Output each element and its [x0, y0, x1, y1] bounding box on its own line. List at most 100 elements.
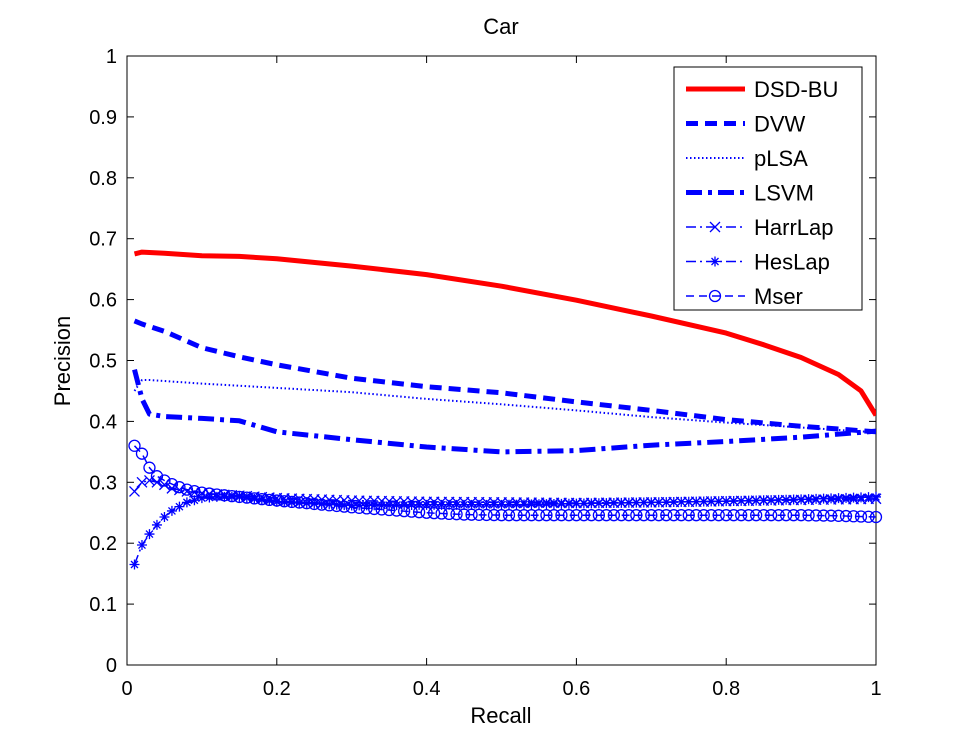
data-point — [466, 499, 477, 510]
data-point — [323, 499, 336, 512]
data-point — [787, 509, 800, 522]
data-point — [585, 509, 598, 522]
data-point — [532, 509, 546, 522]
data-point — [593, 498, 604, 509]
data-point — [436, 499, 447, 510]
data-point — [622, 509, 635, 522]
data-point — [826, 493, 837, 504]
data-point — [166, 505, 177, 516]
data-point — [503, 499, 514, 510]
data-point — [300, 497, 313, 510]
data-point — [637, 509, 650, 522]
data-point — [309, 498, 320, 509]
data-point — [129, 485, 140, 497]
data-point — [548, 498, 559, 509]
data-point — [143, 461, 156, 474]
data-point — [135, 447, 149, 460]
data-point — [129, 559, 140, 570]
legend-label: DVW — [754, 112, 806, 137]
data-point — [794, 509, 808, 522]
data-point — [174, 501, 185, 512]
data-point — [324, 499, 335, 510]
data-point — [301, 498, 312, 509]
x-tick-label: 0.6 — [562, 678, 590, 700]
data-point — [533, 499, 544, 510]
data-point — [586, 498, 597, 509]
data-point — [668, 497, 679, 508]
data-point — [772, 509, 785, 522]
data-point — [390, 504, 403, 517]
data-point — [331, 499, 342, 510]
data-point — [144, 529, 155, 540]
data-point — [264, 495, 275, 506]
data-point — [562, 509, 576, 522]
data-point — [541, 499, 552, 510]
data-point — [263, 493, 276, 506]
data-point — [735, 509, 748, 522]
data-point — [360, 502, 373, 515]
data-point — [450, 508, 463, 521]
data-point — [540, 509, 553, 522]
data-point — [600, 509, 613, 522]
y-tick-label: 0.2 — [89, 533, 117, 555]
data-point — [203, 487, 216, 500]
data-point — [705, 509, 718, 522]
legend-label: Mser — [754, 284, 803, 309]
data-point — [308, 497, 321, 511]
data-point — [278, 495, 291, 508]
data-point — [645, 509, 658, 522]
y-tick-label: 0.3 — [89, 472, 117, 494]
data-point — [563, 498, 574, 509]
data-point — [608, 498, 619, 509]
data-point — [556, 498, 567, 509]
data-point — [345, 501, 358, 514]
data-point — [496, 499, 507, 510]
data-point — [256, 494, 267, 505]
data-point — [354, 500, 365, 511]
data-point — [841, 492, 852, 503]
data-point — [682, 509, 695, 522]
data-point — [294, 497, 305, 508]
data-point — [315, 498, 328, 511]
data-point — [144, 475, 155, 486]
data-point — [382, 503, 396, 517]
y-tick-label: 0.4 — [89, 411, 117, 433]
legend-label: DSD-BU — [754, 77, 838, 102]
data-point — [764, 509, 778, 522]
data-point — [832, 509, 845, 522]
data-point — [871, 491, 881, 502]
data-point — [489, 499, 500, 510]
data-point — [728, 495, 739, 506]
data-point — [511, 499, 522, 510]
legend-box — [673, 66, 863, 311]
data-point — [817, 509, 830, 522]
data-point — [646, 497, 657, 508]
data-point — [293, 496, 306, 509]
y-tick-label: 1 — [106, 46, 117, 68]
data-point — [180, 483, 194, 496]
data-point — [435, 507, 448, 520]
data-point — [675, 509, 688, 522]
data-point — [474, 499, 485, 510]
data-point — [856, 492, 867, 503]
data-point — [802, 509, 815, 522]
data-point — [742, 509, 755, 522]
data-point — [159, 512, 170, 523]
y-tick-label: 0 — [106, 655, 117, 677]
data-point — [788, 494, 799, 505]
data-point — [811, 493, 822, 504]
data-point — [316, 498, 327, 509]
data-point — [412, 506, 426, 519]
data-point — [690, 509, 703, 522]
data-point — [451, 499, 462, 510]
data-point — [736, 495, 747, 506]
data-point — [279, 497, 290, 508]
data-point — [376, 500, 387, 511]
data-point — [248, 492, 261, 505]
data-point — [517, 509, 531, 522]
marker-layer — [128, 439, 883, 570]
data-point — [630, 509, 643, 522]
data-point — [757, 509, 770, 522]
data-point — [234, 491, 245, 502]
